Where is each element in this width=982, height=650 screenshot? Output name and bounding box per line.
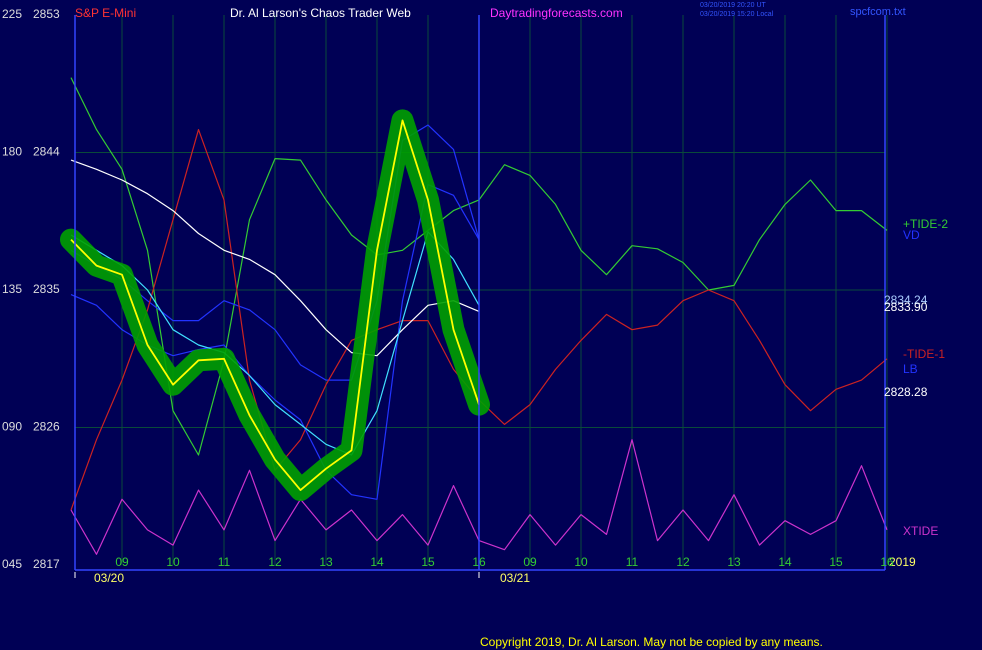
y-tick-label: 2835 bbox=[33, 282, 60, 296]
x-tick-label: 13 bbox=[319, 555, 333, 569]
annotation: 2834.24 bbox=[884, 293, 928, 307]
legend-label: VD bbox=[903, 228, 920, 242]
date-label: 03/20 bbox=[94, 571, 124, 585]
y2-tick-label: 180 bbox=[2, 145, 22, 159]
x-tick-label: 10 bbox=[574, 555, 588, 569]
file-name: spcfcom.txt bbox=[850, 6, 906, 18]
y-tick-label: 2853 bbox=[33, 7, 60, 21]
x-tick-label: 12 bbox=[676, 555, 690, 569]
legend-label: LB bbox=[903, 362, 918, 376]
y-tick-label: 2844 bbox=[33, 145, 60, 159]
series-line bbox=[70, 231, 480, 456]
y-tick-label: 2826 bbox=[33, 420, 60, 434]
y-tick-label: 2817 bbox=[33, 557, 60, 571]
x-tick-label: 10 bbox=[166, 555, 180, 569]
y2-tick-label: 135 bbox=[2, 282, 22, 296]
x-tick-label: 15 bbox=[829, 555, 843, 569]
legend-label: +TIDE-2 bbox=[903, 217, 948, 231]
annotation: 2833.90 bbox=[884, 300, 928, 314]
copyright: Copyright 2019, Dr. Al Larson. May not b… bbox=[480, 635, 823, 649]
frame bbox=[74, 15, 886, 578]
series-line bbox=[70, 159, 480, 357]
chart-title: Dr. Al Larson's Chaos Trader Web bbox=[230, 6, 411, 20]
timestamp: 03/20/2019 15:20 Local bbox=[700, 11, 774, 18]
x-tick-label: 14 bbox=[370, 555, 384, 569]
date-label: 03/21 bbox=[500, 571, 530, 585]
x-tick-label: 13 bbox=[727, 555, 741, 569]
legend-label: XTIDE bbox=[903, 524, 938, 538]
year-label: 2019 bbox=[889, 555, 916, 569]
x-tick-label: 16 bbox=[880, 555, 894, 569]
site: Daytradingforecasts.com bbox=[490, 6, 623, 20]
x-tick-label: 16 bbox=[472, 555, 486, 569]
x-tick-label: 09 bbox=[115, 555, 129, 569]
y2-tick-label: 225 bbox=[2, 7, 22, 21]
legend-label: -TIDE-1 bbox=[903, 347, 945, 361]
annotation: 2828.28 bbox=[884, 385, 928, 399]
y2-tick-label: 045 bbox=[2, 557, 22, 571]
x-tick-label: 11 bbox=[218, 555, 231, 569]
x-tick-label: 14 bbox=[778, 555, 792, 569]
x-tick-label: 11 bbox=[626, 555, 639, 569]
x-tick-label: 09 bbox=[523, 555, 537, 569]
y2-tick-label: 090 bbox=[2, 420, 22, 434]
series-line bbox=[70, 119, 480, 491]
timestamp: 03/20/2019 20:20 UT bbox=[700, 2, 766, 9]
x-tick-label: 15 bbox=[421, 555, 435, 569]
instrument: S&P E-Mini bbox=[75, 6, 136, 20]
x-tick-label: 12 bbox=[268, 555, 282, 569]
